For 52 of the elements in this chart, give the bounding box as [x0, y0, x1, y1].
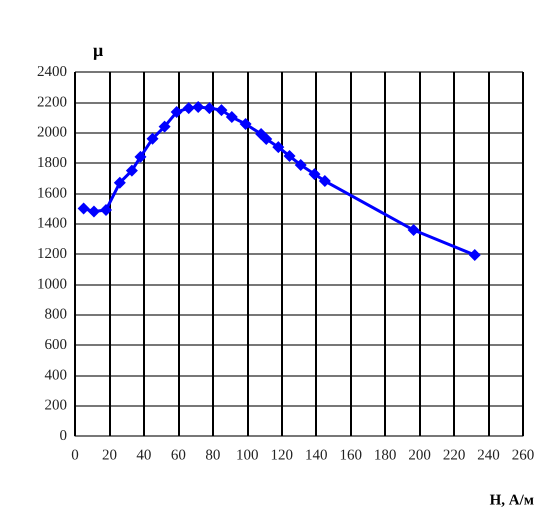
point	[88, 206, 100, 218]
x-tick-label: 0	[71, 448, 79, 464]
x-tick-label: 100	[236, 448, 259, 464]
x-tick-label: 160	[339, 448, 362, 464]
y-axis-title: μ	[93, 40, 104, 60]
point	[318, 175, 331, 188]
y-tick-label: 0	[60, 428, 67, 444]
point	[408, 224, 420, 236]
point	[170, 106, 183, 118]
y-tick-label: 200	[44, 398, 67, 414]
x-tick-label: 220	[442, 448, 466, 464]
x-tick-label: 180	[374, 448, 396, 464]
point	[78, 202, 90, 214]
x-tick-label: 80	[205, 448, 220, 464]
point	[226, 111, 238, 124]
point	[294, 158, 307, 171]
x-tick-label: 240	[477, 448, 500, 464]
point	[260, 133, 272, 146]
point	[468, 249, 481, 262]
x-tick-label: 40	[136, 448, 152, 464]
y-tick-label: 2200	[37, 94, 67, 110]
x-axis-title: H, А/м	[490, 492, 534, 508]
point	[114, 176, 126, 189]
point	[146, 132, 159, 145]
point	[100, 204, 112, 216]
x-tick-label: 120	[270, 448, 294, 464]
y-tick-label: 600	[44, 337, 67, 353]
point	[240, 118, 252, 130]
x-tick-label: 60	[170, 448, 186, 464]
x-tick-label: 20	[102, 448, 117, 464]
point	[272, 141, 284, 154]
point	[158, 120, 171, 133]
point	[215, 104, 228, 116]
y-tick-label: 400	[44, 367, 67, 384]
y-tick-label: 1800	[37, 155, 67, 171]
point	[308, 168, 321, 180]
x-tick-label: 260	[512, 448, 534, 464]
x-tick-label: 140	[304, 448, 328, 464]
y-tick-label: 2400	[37, 64, 67, 80]
point	[134, 150, 146, 163]
point	[192, 101, 204, 114]
point	[126, 164, 138, 177]
point	[182, 102, 195, 114]
point	[203, 102, 216, 114]
y-tick-label: 1000	[37, 276, 67, 292]
y-tick-label: 1200	[37, 246, 67, 262]
y-tick-label: 1600	[37, 185, 67, 202]
point	[284, 150, 296, 162]
y-tick-label: 1400	[37, 216, 67, 232]
y-tick-label: 2000	[37, 124, 67, 141]
y-tick-label: 800	[44, 306, 67, 323]
x-tick-label: 200	[408, 448, 431, 464]
